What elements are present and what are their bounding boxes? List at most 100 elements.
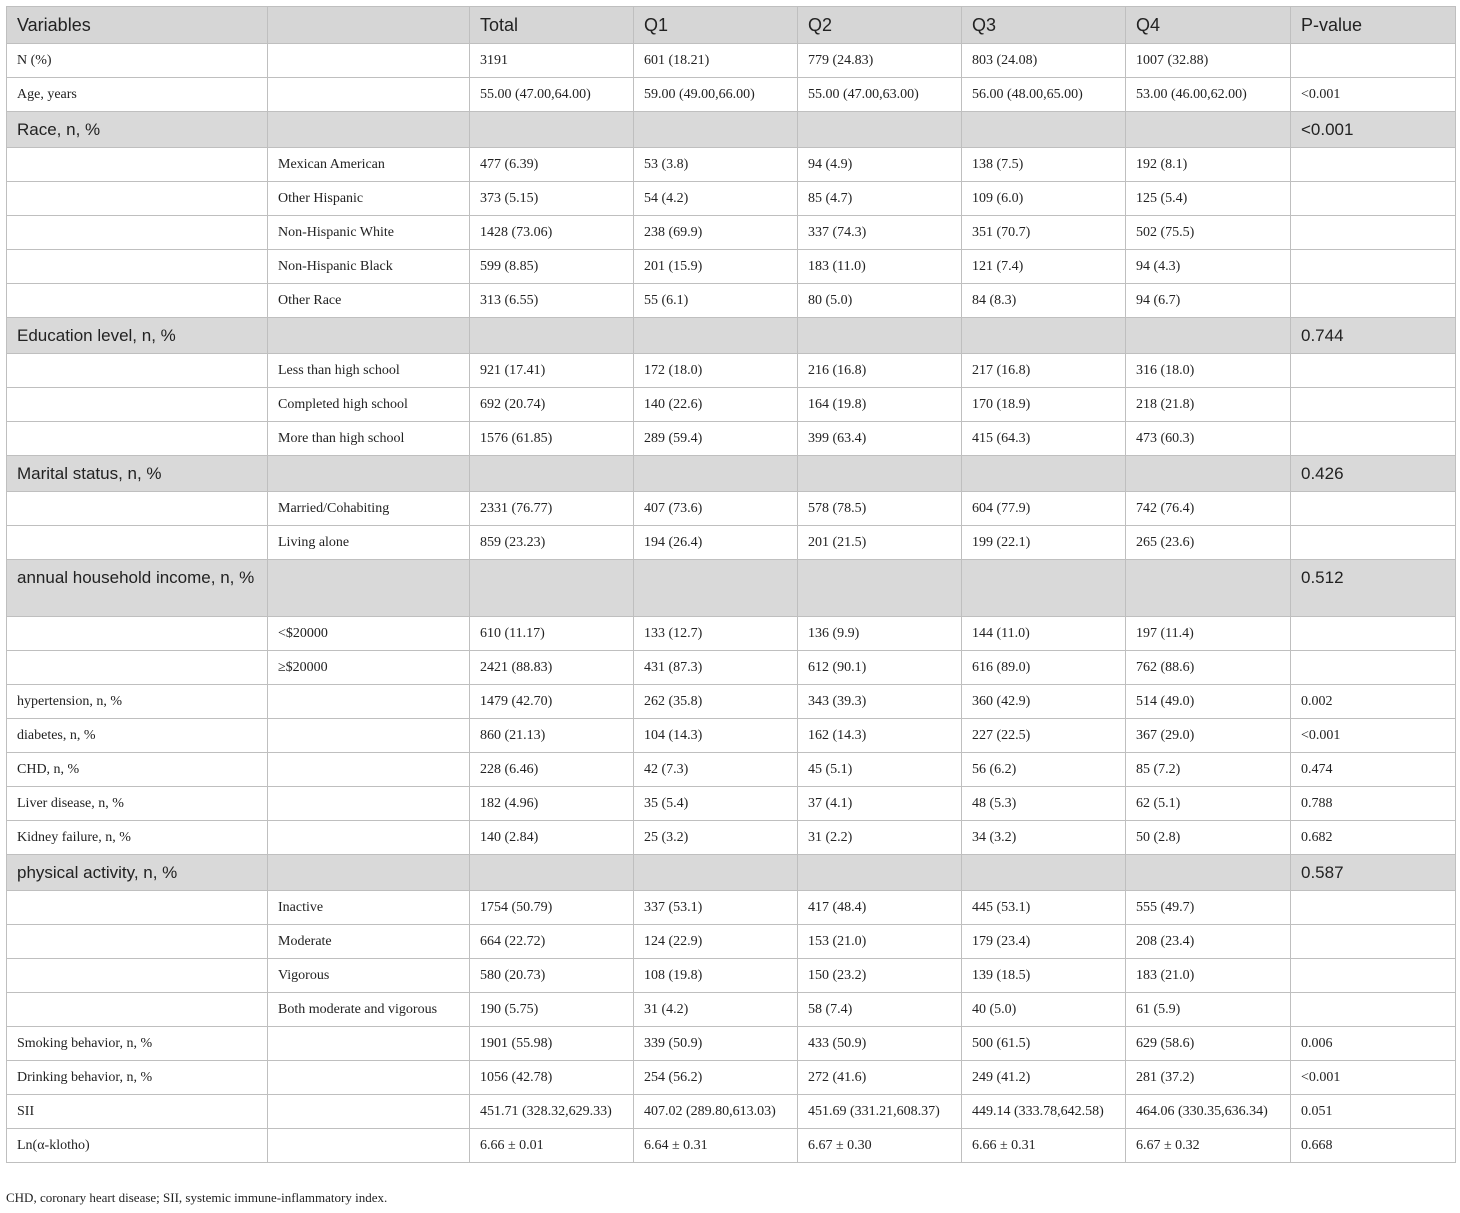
cell-q3: 139 (18.5)	[961, 958, 1126, 993]
cell-variable: Drinking behavior, n, %	[6, 1060, 268, 1095]
cell-q1: 25 (3.2)	[633, 820, 798, 855]
cell-q1: 35 (5.4)	[633, 786, 798, 821]
cell-subcategory: Inactive	[267, 890, 470, 925]
cell-variable	[6, 890, 268, 925]
cell-q2: 94 (4.9)	[797, 147, 962, 182]
cell-p-value: 0.668	[1290, 1128, 1456, 1163]
cell-p-value: 0.512	[1290, 559, 1456, 617]
cell-subcategory	[267, 317, 470, 354]
cell-subcategory	[267, 77, 470, 112]
cell-variable	[6, 147, 268, 182]
cell-total	[469, 317, 634, 354]
cell-total: 1754 (50.79)	[469, 890, 634, 925]
cell-p-value	[1290, 353, 1456, 388]
cell-q3: 84 (8.3)	[961, 283, 1126, 318]
cell-total: 182 (4.96)	[469, 786, 634, 821]
cell-variable	[6, 616, 268, 651]
cell-p-value	[1290, 249, 1456, 284]
cell-variable	[6, 283, 268, 318]
cell-total	[469, 455, 634, 492]
cell-subcategory	[267, 111, 470, 148]
header-total: Total	[469, 6, 634, 44]
cell-q1: 31 (4.2)	[633, 992, 798, 1027]
cell-q1: 339 (50.9)	[633, 1026, 798, 1061]
table-row: <$20000 610 (11.17) 133 (12.7) 136 (9.9) 144…	[6, 616, 1456, 651]
cell-variable: Liver disease, n, %	[6, 786, 268, 821]
cell-total	[469, 559, 634, 617]
cell-total: 1901 (55.98)	[469, 1026, 634, 1061]
cell-q1: 337 (53.1)	[633, 890, 798, 925]
cell-q1: 194 (26.4)	[633, 525, 798, 560]
cell-q4	[1125, 455, 1291, 492]
cell-variable: Kidney failure, n, %	[6, 820, 268, 855]
cell-p-value: <0.001	[1290, 1060, 1456, 1095]
cell-q4: 183 (21.0)	[1125, 958, 1291, 993]
cell-variable	[6, 421, 268, 456]
cell-q2: 136 (9.9)	[797, 616, 962, 651]
cell-q3: 500 (61.5)	[961, 1026, 1126, 1061]
cell-q4	[1125, 111, 1291, 148]
cell-subcategory: Less than high school	[267, 353, 470, 388]
cell-q2	[797, 111, 962, 148]
cell-q4: 1007 (32.88)	[1125, 43, 1291, 78]
cell-q1: 42 (7.3)	[633, 752, 798, 787]
cell-q1: 238 (69.9)	[633, 215, 798, 250]
cell-q1: 54 (4.2)	[633, 181, 798, 216]
table-row: Age, years 55.00 (47.00,64.00) 59.00 (49.0…	[6, 77, 1456, 112]
cell-subcategory	[267, 43, 470, 78]
cell-q2: 45 (5.1)	[797, 752, 962, 787]
cell-q1: 133 (12.7)	[633, 616, 798, 651]
cell-q3: 360 (42.9)	[961, 684, 1126, 719]
cell-total: 1428 (73.06)	[469, 215, 634, 250]
table-row: Both moderate and vigorous 190 (5.75) 31 (…	[6, 992, 1456, 1027]
cell-variable	[6, 650, 268, 685]
cell-q2: 337 (74.3)	[797, 215, 962, 250]
cell-variable	[6, 491, 268, 526]
cell-p-value	[1290, 147, 1456, 182]
cell-q3: 199 (22.1)	[961, 525, 1126, 560]
cell-q1: 104 (14.3)	[633, 718, 798, 753]
cell-q2: 272 (41.6)	[797, 1060, 962, 1095]
cell-q4: 367 (29.0)	[1125, 718, 1291, 753]
cell-q2	[797, 317, 962, 354]
cell-p-value: 0.051	[1290, 1094, 1456, 1129]
cell-q3	[961, 111, 1126, 148]
cell-subcategory	[267, 1128, 470, 1163]
table-row: N (%) 3191 601 (18.21) 779 (24.83) 803 (24.0…	[6, 43, 1456, 78]
cell-variable	[6, 181, 268, 216]
cell-variable: physical activity, n, %	[6, 854, 268, 891]
cell-q2: 578 (78.5)	[797, 491, 962, 526]
cell-q2: 433 (50.9)	[797, 1026, 962, 1061]
cell-q4: 94 (6.7)	[1125, 283, 1291, 318]
cell-q1: 172 (18.0)	[633, 353, 798, 388]
cell-q1: 431 (87.3)	[633, 650, 798, 685]
cell-p-value: <0.001	[1290, 111, 1456, 148]
cell-q4: 555 (49.7)	[1125, 890, 1291, 925]
cell-q2	[797, 559, 962, 617]
cell-q3: 445 (53.1)	[961, 890, 1126, 925]
cell-p-value	[1290, 421, 1456, 456]
cell-p-value	[1290, 525, 1456, 560]
cell-q3: 170 (18.9)	[961, 387, 1126, 422]
cell-q2: 399 (63.4)	[797, 421, 962, 456]
cell-subcategory	[267, 1060, 470, 1095]
header-p-value: P-value	[1290, 6, 1456, 44]
cell-q3: 616 (89.0)	[961, 650, 1126, 685]
cell-q3: 121 (7.4)	[961, 249, 1126, 284]
table-row: Inactive 1754 (50.79) 337 (53.1) 417 (48.4)…	[6, 890, 1456, 925]
cell-subcategory	[267, 1094, 470, 1129]
cell-q4: 94 (4.3)	[1125, 249, 1291, 284]
cell-q1: 254 (56.2)	[633, 1060, 798, 1095]
cell-p-value	[1290, 890, 1456, 925]
cell-q3	[961, 317, 1126, 354]
cell-variable: diabetes, n, %	[6, 718, 268, 753]
cell-p-value	[1290, 924, 1456, 959]
cell-p-value: 0.426	[1290, 455, 1456, 492]
cell-q4: 514 (49.0)	[1125, 684, 1291, 719]
cell-subcategory: More than high school	[267, 421, 470, 456]
cell-p-value: 0.744	[1290, 317, 1456, 354]
cell-variable	[6, 992, 268, 1027]
cell-q1: 140 (22.6)	[633, 387, 798, 422]
cell-p-value: 0.682	[1290, 820, 1456, 855]
cell-variable: CHD, n, %	[6, 752, 268, 787]
